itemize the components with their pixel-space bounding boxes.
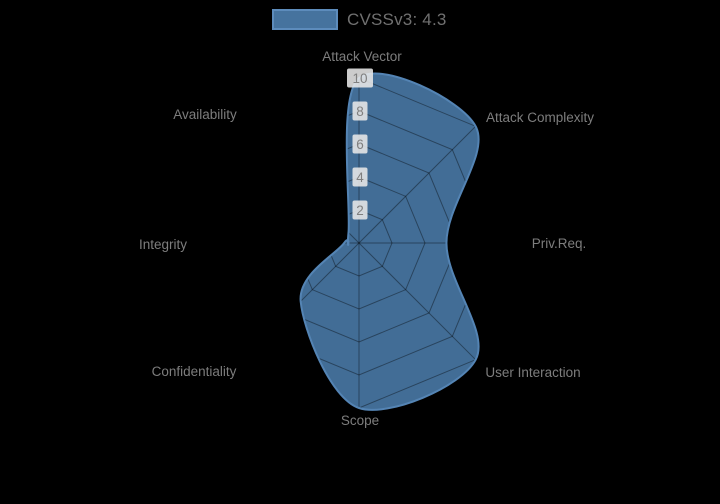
radial-tick-label: 10 [352, 71, 367, 86]
radial-tick-label: 8 [356, 104, 364, 119]
radar-data-fill [300, 73, 479, 410]
radar-grid-ring [259, 143, 459, 343]
radar-data-outline [299, 72, 480, 411]
legend-label: CVSSv3: 4.3 [347, 9, 447, 29]
category-label: Availability [173, 107, 237, 122]
radial-tick-box [352, 101, 368, 121]
radial-tick-label: 4 [356, 170, 364, 185]
category-label: Priv.Req. [532, 236, 587, 251]
radar-grid-spoke [358, 242, 477, 361]
radial-tick-label: 6 [356, 137, 364, 152]
category-label: Attack Vector [322, 49, 402, 64]
radial-tick-box [347, 68, 373, 88]
category-label: Confidentiality [152, 364, 237, 379]
radar-grid-spoke [241, 125, 360, 244]
category-label: Scope [341, 413, 379, 428]
category-label: Integrity [139, 237, 187, 252]
legend-item[interactable]: CVSSv3: 4.3 [272, 9, 447, 30]
category-label: User Interaction [485, 365, 580, 380]
radar-grid-spoke [358, 125, 477, 244]
radar-grid-ring [226, 110, 492, 376]
radar-grid-ring [325, 209, 393, 277]
radial-tick-box [352, 167, 368, 187]
radar-grid-ring [292, 176, 426, 310]
radial-tick-label: 2 [356, 203, 364, 218]
category-label: Attack Complexity [486, 110, 594, 125]
radial-tick-box [352, 134, 368, 154]
legend-swatch-icon [272, 9, 338, 30]
radial-tick-box [352, 200, 368, 220]
